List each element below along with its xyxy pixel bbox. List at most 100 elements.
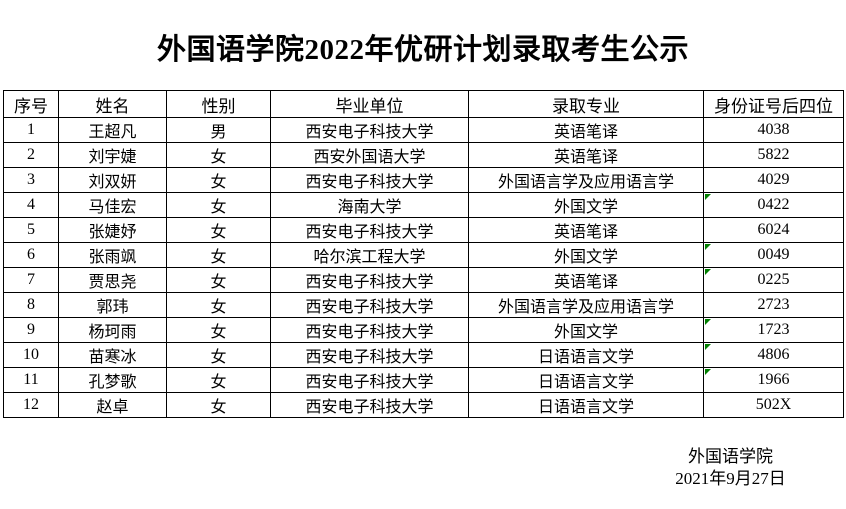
id4-value: 0225 xyxy=(757,271,790,288)
cell-name: 马佳宏 xyxy=(58,192,167,218)
cell-name: 苗寒冰 xyxy=(58,342,167,368)
id4-value: 6024 xyxy=(757,221,790,238)
cell-id4: 1966 xyxy=(703,367,844,393)
cell-seq: 12 xyxy=(3,392,59,418)
table-row: 2 刘宇婕 女 西安外国语大学 英语笔译 5822 xyxy=(3,142,844,168)
cell-school: 西安电子科技大学 xyxy=(270,342,469,368)
id4-value: 4038 xyxy=(757,121,790,138)
cell-gender: 女 xyxy=(166,267,271,293)
table-row: 11 孔梦歌 女 西安电子科技大学 日语语言文学 1966 xyxy=(3,367,844,393)
cell-major: 外国文学 xyxy=(468,242,704,268)
cell-name: 郭玮 xyxy=(58,292,167,318)
cell-school: 西安电子科技大学 xyxy=(270,117,469,143)
id4-value: 502X xyxy=(755,396,792,413)
cell-gender: 女 xyxy=(166,392,271,418)
id4-value: 0422 xyxy=(757,196,790,213)
id4-value: 5822 xyxy=(757,146,790,163)
cell-gender: 女 xyxy=(166,367,271,393)
text-format-flag-icon xyxy=(705,244,711,250)
cell-seq: 7 xyxy=(3,267,59,293)
cell-name: 刘宇婕 xyxy=(58,142,167,168)
text-format-flag-icon xyxy=(705,369,711,375)
cell-name: 孔梦歌 xyxy=(58,367,167,393)
cell-id4: 5822 xyxy=(703,142,844,168)
cell-seq: 9 xyxy=(3,317,59,343)
cell-gender: 女 xyxy=(166,217,271,243)
cell-gender: 女 xyxy=(166,167,271,193)
table-row: 4 马佳宏 女 海南大学 外国文学 0422 xyxy=(3,192,844,218)
cell-name: 刘双妍 xyxy=(58,167,167,193)
table-row: 6 张雨飒 女 哈尔滨工程大学 外国文学 0049 xyxy=(3,242,844,268)
table-row: 5 张婕妤 女 西安电子科技大学 英语笔译 6024 xyxy=(3,217,844,243)
text-format-flag-icon xyxy=(705,319,711,325)
cell-name: 王超凡 xyxy=(58,117,167,143)
cell-major: 英语笔译 xyxy=(468,142,704,168)
cell-name: 张雨飒 xyxy=(58,242,167,268)
cell-id4: 4038 xyxy=(703,117,844,143)
id4-value: 2723 xyxy=(757,296,790,313)
cell-seq: 1 xyxy=(3,117,59,143)
cell-seq: 2 xyxy=(3,142,59,168)
cell-seq: 6 xyxy=(3,242,59,268)
cell-major: 英语笔译 xyxy=(468,217,704,243)
id4-value: 0049 xyxy=(757,246,790,263)
cell-seq: 8 xyxy=(3,292,59,318)
cell-gender: 女 xyxy=(166,192,271,218)
signature-block: 外国语学院 2021年9月27日 xyxy=(638,446,823,490)
column-header-seq: 序号 xyxy=(3,90,59,118)
cell-school: 西安电子科技大学 xyxy=(270,167,469,193)
table-row: 8 郭玮 女 西安电子科技大学 外国语言学及应用语言学 2723 xyxy=(3,292,844,318)
cell-major: 日语语言文学 xyxy=(468,367,704,393)
admission-table: 序号 姓名 性别 毕业单位 录取专业 身份证号后四位 1 王超凡 男 西安电子科… xyxy=(3,90,844,418)
cell-seq: 4 xyxy=(3,192,59,218)
cell-gender: 女 xyxy=(166,292,271,318)
cell-id4: 0225 xyxy=(703,267,844,293)
cell-seq: 11 xyxy=(3,367,59,393)
cell-id4: 502X xyxy=(703,392,844,418)
cell-gender: 女 xyxy=(166,242,271,268)
cell-school: 海南大学 xyxy=(270,192,469,218)
column-header-id4: 身份证号后四位 xyxy=(703,90,844,118)
cell-major: 外国文学 xyxy=(468,317,704,343)
cell-id4: 1723 xyxy=(703,317,844,343)
table-row: 3 刘双妍 女 西安电子科技大学 外国语言学及应用语言学 4029 xyxy=(3,167,844,193)
text-format-flag-icon xyxy=(705,344,711,350)
table-row: 12 赵卓 女 西安电子科技大学 日语语言文学 502X xyxy=(3,392,844,418)
cell-seq: 5 xyxy=(3,217,59,243)
cell-name: 贾思尧 xyxy=(58,267,167,293)
cell-school: 西安电子科技大学 xyxy=(270,267,469,293)
table-row: 7 贾思尧 女 西安电子科技大学 英语笔译 0225 xyxy=(3,267,844,293)
column-header-gender: 性别 xyxy=(166,90,271,118)
cell-school: 哈尔滨工程大学 xyxy=(270,242,469,268)
table-row: 10 苗寒冰 女 西安电子科技大学 日语语言文学 4806 xyxy=(3,342,844,368)
cell-gender: 女 xyxy=(166,317,271,343)
id4-value: 1723 xyxy=(757,321,790,338)
cell-school: 西安电子科技大学 xyxy=(270,217,469,243)
id4-value: 4029 xyxy=(757,171,790,188)
id4-value: 1966 xyxy=(757,371,790,388)
cell-major: 外国语言学及应用语言学 xyxy=(468,167,704,193)
cell-id4: 2723 xyxy=(703,292,844,318)
column-header-school: 毕业单位 xyxy=(270,90,469,118)
table-row: 9 杨珂雨 女 西安电子科技大学 外国文学 1723 xyxy=(3,317,844,343)
cell-gender: 女 xyxy=(166,142,271,168)
table-row: 1 王超凡 男 西安电子科技大学 英语笔译 4038 xyxy=(3,117,844,143)
cell-school: 西安电子科技大学 xyxy=(270,392,469,418)
cell-major: 英语笔译 xyxy=(468,117,704,143)
signature-department: 外国语学院 xyxy=(688,447,773,466)
cell-school: 西安电子科技大学 xyxy=(270,292,469,318)
column-header-name: 姓名 xyxy=(58,90,167,118)
cell-name: 杨珂雨 xyxy=(58,317,167,343)
cell-major: 日语语言文学 xyxy=(468,392,704,418)
column-header-major: 录取专业 xyxy=(468,90,704,118)
cell-major: 外国语言学及应用语言学 xyxy=(468,292,704,318)
cell-school: 西安外国语大学 xyxy=(270,142,469,168)
signature-date: 2021年9月27日 xyxy=(675,469,786,488)
page-title: 外国语学院2022年优研计划录取考生公示 xyxy=(156,34,689,66)
text-format-flag-icon xyxy=(705,194,711,200)
cell-name: 赵卓 xyxy=(58,392,167,418)
cell-major: 外国文学 xyxy=(468,192,704,218)
cell-school: 西安电子科技大学 xyxy=(270,367,469,393)
text-format-flag-icon xyxy=(705,269,711,275)
